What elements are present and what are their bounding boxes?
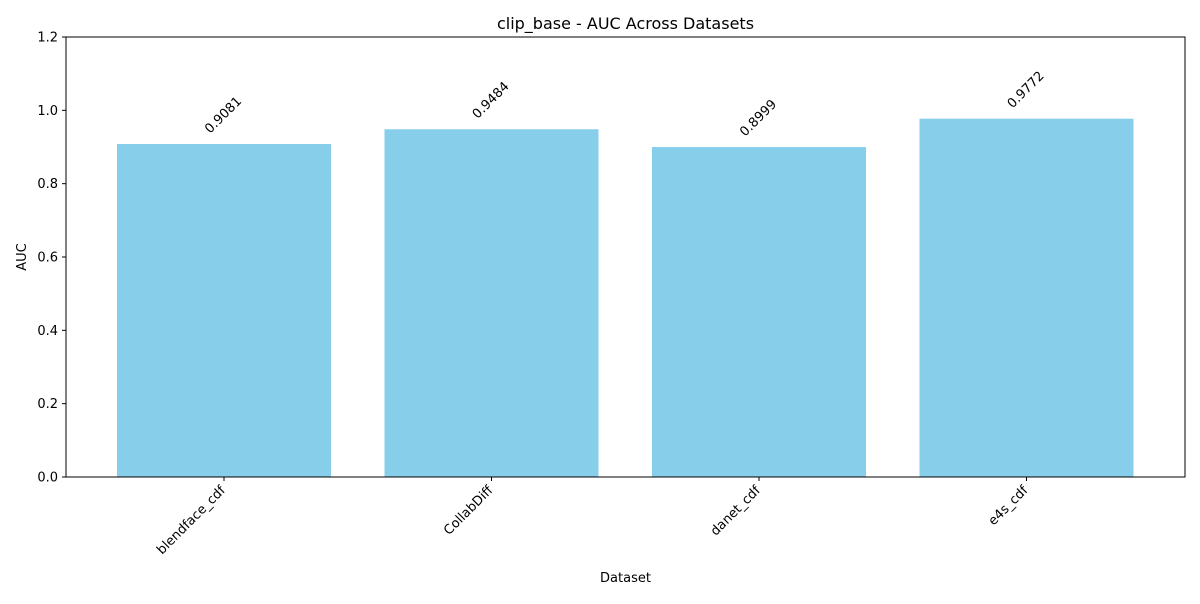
x-axis-ticks: blendface_cdf CollabDiff danet_cdf e4s_cdf [154,477,1032,558]
x-tick-label: blendface_cdf [154,483,229,558]
data-label: 0.9772 [1005,69,1048,112]
data-label: 0.8999 [737,97,780,140]
y-axis-ticks: 0.0 0.2 0.4 0.6 0.8 1.0 1.2 [37,31,66,486]
bar-CollabDiff [384,129,599,477]
y-tick-label: 0.8 [37,177,58,192]
bar-e4s_cdf [919,118,1134,478]
x-tick-label: CollabDiff [441,482,497,538]
data-label: 0.9484 [470,79,513,122]
y-axis-label: AUC [15,243,30,271]
bar-blendface_cdf [117,144,331,477]
y-tick-label: 1.0 [37,104,58,119]
y-tick-label: 0.6 [37,251,58,266]
x-tick-label: danet_cdf [708,483,764,539]
y-tick-label: 1.2 [37,31,58,46]
bar-danet_cdf [652,147,866,477]
y-tick-label: 0.2 [37,397,58,412]
y-tick-label: 0.4 [37,324,58,339]
x-tick-label: e4s_cdf [986,483,1032,529]
x-axis-label: Dataset [600,571,651,586]
y-tick-label: 0.0 [37,471,58,486]
bars-layer [117,118,1134,478]
chart-title: clip_base - AUC Across Datasets [497,14,754,34]
data-label: 0.9081 [202,94,245,137]
